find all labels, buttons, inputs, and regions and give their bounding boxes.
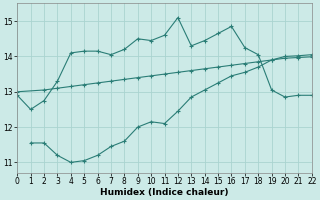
X-axis label: Humidex (Indice chaleur): Humidex (Indice chaleur) — [100, 188, 229, 197]
